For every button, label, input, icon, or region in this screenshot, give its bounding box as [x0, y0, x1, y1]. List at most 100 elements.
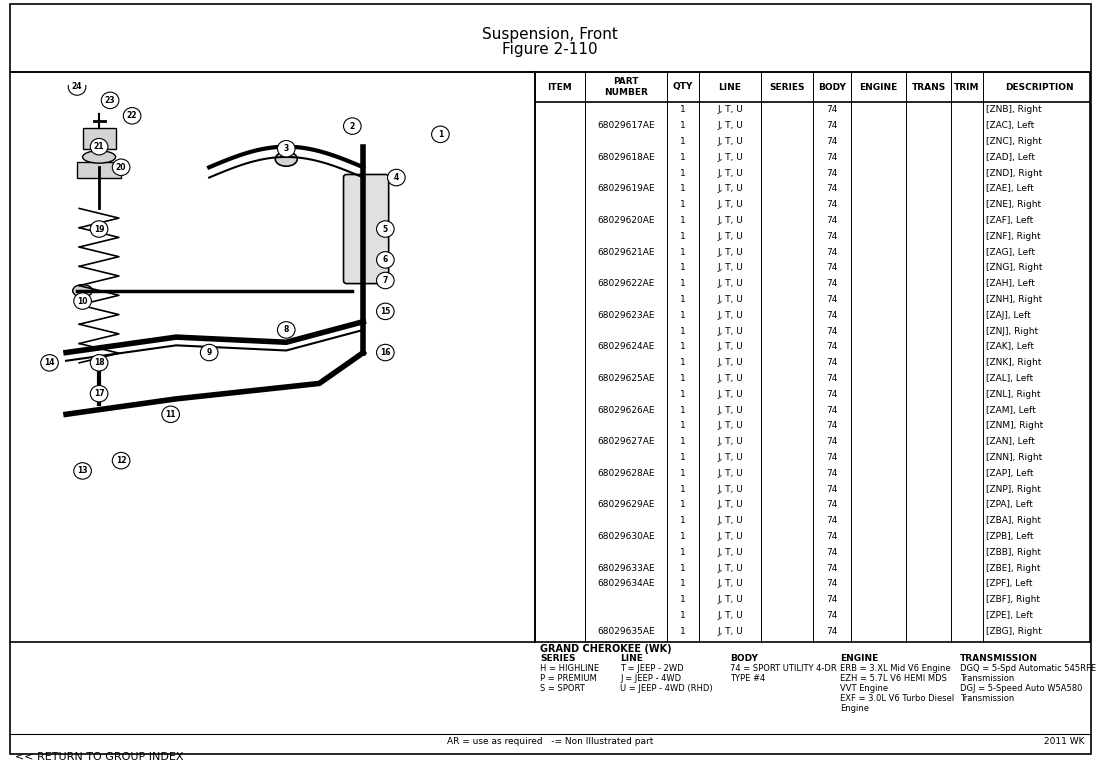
Circle shape	[90, 354, 108, 371]
Text: 74: 74	[827, 121, 838, 130]
Text: 21: 21	[94, 142, 105, 151]
Text: 74: 74	[827, 358, 838, 367]
Text: BODY: BODY	[730, 654, 757, 663]
Text: J, T, U: J, T, U	[717, 500, 743, 510]
Text: 12: 12	[116, 456, 127, 465]
Text: 5: 5	[383, 225, 388, 233]
Circle shape	[377, 221, 394, 237]
Text: 20: 20	[116, 163, 127, 171]
Text: LINE: LINE	[620, 654, 643, 663]
Text: ENGINE: ENGINE	[860, 83, 897, 92]
Text: J, T, U: J, T, U	[717, 200, 743, 209]
Text: SERIES: SERIES	[770, 83, 805, 92]
Circle shape	[344, 118, 361, 134]
Text: [ZAJ], Left: [ZAJ], Left	[986, 311, 1031, 320]
Text: 74: 74	[827, 405, 838, 415]
Circle shape	[112, 452, 130, 469]
Text: DESCRIPTION: DESCRIPTION	[1005, 83, 1073, 92]
Text: J, T, U: J, T, U	[717, 295, 743, 304]
Circle shape	[200, 344, 218, 361]
Text: [ZAH], Left: [ZAH], Left	[986, 279, 1035, 288]
Text: PART
NUMBER: PART NUMBER	[604, 77, 647, 96]
Circle shape	[277, 322, 295, 338]
Text: 14: 14	[44, 358, 55, 367]
Text: 68029620AE: 68029620AE	[597, 216, 655, 225]
Text: 1: 1	[680, 343, 686, 351]
Text: 68029618AE: 68029618AE	[597, 153, 655, 162]
Text: H = HIGHLINE: H = HIGHLINE	[539, 664, 599, 673]
Text: 68029622AE: 68029622AE	[598, 279, 655, 288]
Text: 1: 1	[680, 168, 686, 178]
Text: 1: 1	[680, 374, 686, 383]
Text: 74: 74	[827, 200, 838, 209]
Text: [ZND], Right: [ZND], Right	[986, 168, 1043, 178]
Circle shape	[377, 344, 394, 361]
Text: 1: 1	[438, 130, 443, 139]
Text: J, T, U: J, T, U	[717, 216, 743, 225]
Text: 1: 1	[680, 216, 686, 225]
Text: TRIM: TRIM	[955, 83, 980, 92]
Circle shape	[162, 406, 179, 422]
Text: 22: 22	[127, 111, 138, 120]
Text: J, T, U: J, T, U	[717, 185, 743, 194]
Text: 74: 74	[827, 564, 838, 573]
Text: 74: 74	[827, 548, 838, 557]
Text: J, T, U: J, T, U	[717, 137, 743, 146]
Text: J, T, U: J, T, U	[717, 358, 743, 367]
Text: [ZAC], Left: [ZAC], Left	[986, 121, 1034, 130]
Text: [ZNL], Right: [ZNL], Right	[986, 390, 1040, 399]
Text: 74: 74	[827, 216, 838, 225]
Text: 74: 74	[827, 374, 838, 383]
Circle shape	[68, 79, 86, 95]
Circle shape	[90, 138, 108, 155]
Text: EXF = 3.0L V6 Turbo Diesel: EXF = 3.0L V6 Turbo Diesel	[840, 694, 955, 703]
Text: 74: 74	[827, 500, 838, 510]
Text: [ZBF], Right: [ZBF], Right	[986, 595, 1040, 604]
Text: J, T, U: J, T, U	[717, 374, 743, 383]
Text: [ZAG], Left: [ZAG], Left	[986, 248, 1035, 256]
Text: 68029619AE: 68029619AE	[597, 185, 655, 194]
Text: 1: 1	[680, 311, 686, 320]
Text: 74: 74	[827, 516, 838, 525]
Circle shape	[90, 221, 108, 237]
Text: 74: 74	[827, 185, 838, 194]
Text: J, T, U: J, T, U	[717, 516, 743, 525]
Text: 1: 1	[680, 137, 686, 146]
Text: 1: 1	[680, 500, 686, 510]
Text: 68029629AE: 68029629AE	[597, 500, 655, 510]
Text: 74: 74	[827, 168, 838, 178]
Text: [ZNH], Right: [ZNH], Right	[986, 295, 1043, 304]
Text: 1: 1	[680, 295, 686, 304]
Circle shape	[74, 462, 91, 479]
Text: 1: 1	[680, 390, 686, 399]
Text: 74: 74	[827, 595, 838, 604]
Text: QTY: QTY	[673, 83, 694, 92]
Text: 74: 74	[827, 327, 838, 336]
Text: 74 = SPORT UTILITY 4-DR: 74 = SPORT UTILITY 4-DR	[730, 664, 837, 673]
Text: TRANS: TRANS	[912, 83, 946, 92]
Circle shape	[377, 252, 394, 268]
Text: 74: 74	[827, 532, 838, 541]
Text: J, T, U: J, T, U	[717, 279, 743, 288]
Circle shape	[277, 141, 295, 157]
Text: ERB = 3.XL Mid V6 Engine: ERB = 3.XL Mid V6 Engine	[840, 664, 950, 673]
Text: J, T, U: J, T, U	[717, 437, 743, 446]
Ellipse shape	[73, 285, 92, 297]
Text: P = PREMIUM: P = PREMIUM	[539, 674, 597, 683]
Text: 68029621AE: 68029621AE	[597, 248, 655, 256]
Text: 2: 2	[350, 122, 355, 130]
Text: 74: 74	[827, 232, 838, 241]
Text: 74: 74	[827, 437, 838, 446]
Text: AR = use as required   -= Non Illustrated part: AR = use as required -= Non Illustrated …	[447, 737, 653, 747]
Text: [ZNP], Right: [ZNP], Right	[986, 485, 1040, 493]
Text: 9: 9	[207, 348, 211, 357]
Text: 68029617AE: 68029617AE	[597, 121, 655, 130]
Text: 1: 1	[680, 485, 686, 493]
Text: J, T, U: J, T, U	[717, 168, 743, 178]
Circle shape	[74, 293, 91, 310]
Text: 1: 1	[680, 232, 686, 241]
Text: 1: 1	[680, 595, 686, 604]
Text: 1: 1	[680, 121, 686, 130]
Text: 1: 1	[680, 405, 686, 415]
Text: J, T, U: J, T, U	[717, 627, 743, 636]
